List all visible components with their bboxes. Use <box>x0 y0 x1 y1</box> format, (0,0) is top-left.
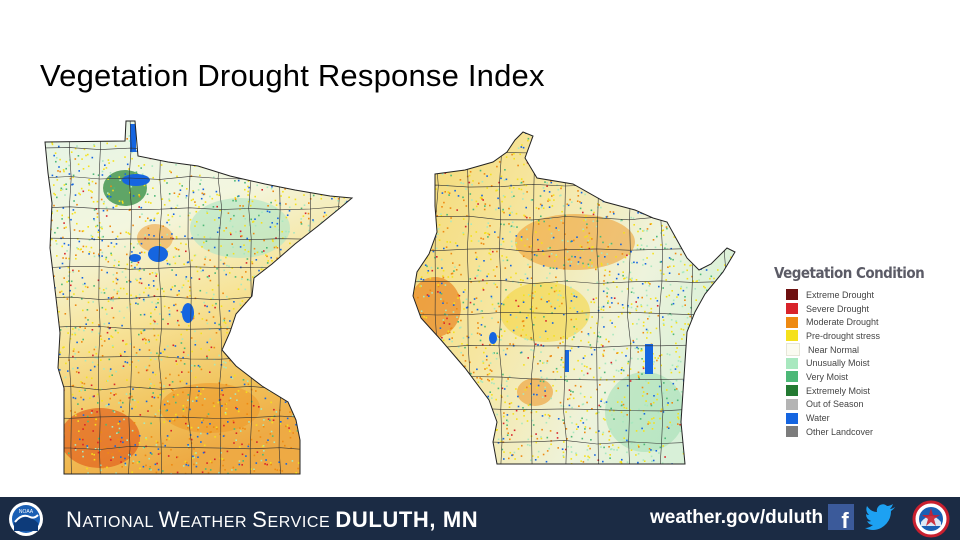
noaa-logo-icon: NOAA <box>9 502 43 536</box>
legend-item: Water <box>774 411 944 425</box>
legend-label: Severe Drought <box>806 303 870 314</box>
legend-swatch <box>786 303 798 315</box>
facebook-icon[interactable]: f <box>828 504 854 530</box>
legend-swatch <box>786 316 798 328</box>
legend-label: Extreme Drought <box>806 289 875 300</box>
legend-label: Pre-drought stress <box>806 330 881 341</box>
legend-swatch <box>786 398 798 410</box>
legend-item: Near Normal <box>774 343 944 357</box>
legend-item: Extremely Moist <box>774 384 944 398</box>
legend-swatch <box>786 371 798 383</box>
nws-seal-icon <box>912 500 950 538</box>
legend-label: Moderate Drought <box>806 317 879 328</box>
legend-swatch <box>786 343 800 357</box>
legend-item: Extreme Drought <box>774 288 944 302</box>
legend-items: Extreme Drought Severe Drought Moderate Dr… <box>774 288 944 439</box>
legend-label: Other Landcover <box>806 426 874 437</box>
legend-swatch <box>786 426 798 438</box>
legend-item: Unusually Moist <box>774 356 944 370</box>
legend-label: Water <box>806 413 830 424</box>
legend: Vegetation Condition Extreme Drought Seve… <box>774 264 944 439</box>
footer-bar <box>0 497 960 540</box>
noaa-logo-text: NOAA <box>19 509 34 515</box>
legend-label: Extremely Moist <box>806 385 871 396</box>
legend-label: Unusually Moist <box>806 358 870 369</box>
legend-swatch <box>786 412 798 424</box>
legend-item: Pre-drought stress <box>774 329 944 343</box>
legend-swatch <box>786 385 798 397</box>
facebook-icon-glyph: f <box>841 508 849 530</box>
agency-name: NATIONAL WEATHER SERVICE DULUTH, MN <box>66 507 479 532</box>
legend-label: Out of Season <box>806 399 864 410</box>
legend-swatch <box>786 357 798 369</box>
legend-label: Near Normal <box>808 344 860 355</box>
website-link[interactable]: weather.gov/duluth <box>650 507 824 528</box>
legend-item: Very Moist <box>774 370 944 384</box>
office-name: DULUTH, MN <box>335 507 479 532</box>
legend-item: Severe Drought <box>774 302 944 316</box>
legend-label: Very Moist <box>806 371 849 382</box>
minnesota-map <box>44 120 354 475</box>
page-title: Vegetation Drought Response Index <box>40 58 545 93</box>
legend-item: Other Landcover <box>774 425 944 439</box>
legend-item: Moderate Drought <box>774 315 944 329</box>
legend-swatch <box>786 330 798 342</box>
legend-item: Out of Season <box>774 398 944 412</box>
twitter-icon[interactable] <box>865 503 897 531</box>
legend-title: Vegetation Condition <box>774 264 925 282</box>
wisconsin-map <box>412 131 736 465</box>
legend-swatch <box>786 289 798 301</box>
